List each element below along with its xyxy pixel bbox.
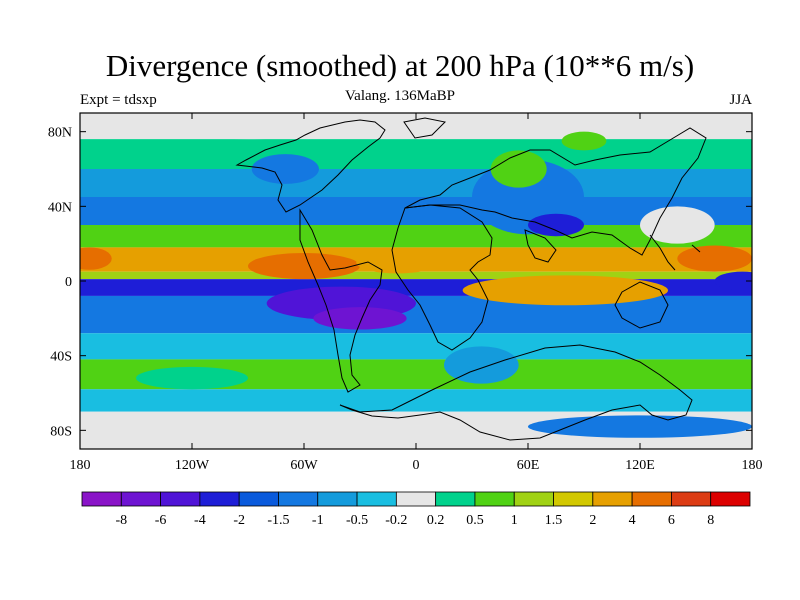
colorbar-swatch xyxy=(278,491,319,507)
colorbar-swatch xyxy=(671,491,712,507)
colorbar-swatch xyxy=(553,491,594,507)
coastline-eurasia xyxy=(404,127,707,256)
colorbar-label: -0.5 xyxy=(346,513,368,528)
field-cell xyxy=(313,307,407,330)
colorbar-swatch xyxy=(81,491,122,507)
colorbar-label: 6 xyxy=(668,513,675,528)
field-band xyxy=(80,389,752,412)
colorbar-swatch xyxy=(474,491,515,507)
plot-title: Divergence (smoothed) at 200 hPa (10**6 … xyxy=(105,48,695,83)
y-tick-label: 80S xyxy=(50,424,72,439)
colorbar-label: -2 xyxy=(233,513,245,528)
colorbar-label: 8 xyxy=(707,513,714,528)
coastline-islands-east xyxy=(649,234,701,271)
field-cell xyxy=(356,251,439,274)
axis-ticks: 180 120W 60W 0 60E 120E 180 80N 40N 0 40S 80S xyxy=(48,113,763,473)
field-band xyxy=(80,169,752,197)
field-cell xyxy=(251,154,319,184)
experiment-label: Expt = tdsxp xyxy=(80,92,157,108)
colorbar-swatch xyxy=(356,491,397,507)
field-cell xyxy=(677,245,752,272)
field-cell xyxy=(98,116,398,140)
colorbar-swatch xyxy=(710,491,751,507)
colorbar-swatch xyxy=(238,491,279,507)
coastline-australia xyxy=(614,281,669,329)
coastline-india xyxy=(524,229,557,263)
colorbar-label: 2 xyxy=(589,513,596,528)
field-band xyxy=(80,225,752,248)
colorbar: -8 -6 -4 -2 -1.5 -1 -0.5 -0.2 0.2 0.5 1 1.5 2 4 6 8 xyxy=(81,491,751,528)
colorbar-swatch xyxy=(317,491,358,507)
divergence-field xyxy=(80,113,752,449)
field-cell xyxy=(561,131,607,151)
coastline-antarctica xyxy=(339,344,693,441)
period-label: Valang. 136MaBP xyxy=(345,88,455,104)
x-tick-label: 120E xyxy=(625,458,655,473)
field-cell xyxy=(528,415,752,438)
y-tick-label: 80N xyxy=(48,126,72,141)
field-band xyxy=(80,139,752,169)
colorbar-label: 4 xyxy=(629,513,636,528)
colorbar-label: -8 xyxy=(115,513,127,528)
field-band xyxy=(80,271,752,280)
x-tick-label: 120W xyxy=(175,458,210,473)
colorbar-swatch xyxy=(160,491,201,507)
colorbar-swatch xyxy=(120,491,161,507)
field-cell xyxy=(80,247,112,270)
field-band xyxy=(80,333,752,360)
colorbar-label: -4 xyxy=(194,513,206,528)
y-tick-label: 0 xyxy=(65,275,72,290)
y-tick-label: 40S xyxy=(50,350,72,365)
field-band xyxy=(80,295,752,334)
x-tick-label: 0 xyxy=(413,458,420,473)
coastline-africa xyxy=(391,204,493,351)
colorbar-label: 1 xyxy=(511,513,518,528)
field-cell xyxy=(490,150,547,188)
field-cell xyxy=(136,366,248,390)
coastline-north-america xyxy=(235,119,386,213)
colorbar-label: -1.5 xyxy=(267,513,289,528)
x-tick-label: 60E xyxy=(517,458,540,473)
field-cell xyxy=(248,253,360,280)
colorbar-label: -0.2 xyxy=(385,513,407,528)
coastline-south-america xyxy=(299,208,383,393)
field-cell xyxy=(462,275,668,306)
coastline-greenland xyxy=(403,117,447,139)
field-cell xyxy=(640,206,715,244)
y-tick-label: 40N xyxy=(48,200,72,215)
colorbar-swatch xyxy=(199,491,240,507)
colorbar-swatch xyxy=(631,491,672,507)
colorbar-swatch xyxy=(592,491,633,507)
field-cell xyxy=(528,213,584,237)
colorbar-label: 0.2 xyxy=(427,513,445,528)
colorbar-swatch xyxy=(435,491,476,507)
colorbar-label: -1 xyxy=(312,513,324,528)
colorbar-label: -6 xyxy=(155,513,167,528)
colorbar-label: 1.5 xyxy=(545,513,563,528)
x-tick-label: 180 xyxy=(70,458,91,473)
colorbar-swatch xyxy=(395,491,437,507)
field-cell xyxy=(444,346,519,384)
x-tick-label: 180 xyxy=(742,458,763,473)
colorbar-swatch xyxy=(513,491,554,507)
colorbar-label: 0.5 xyxy=(466,513,484,528)
coastlines xyxy=(235,117,707,441)
season-label: JJA xyxy=(729,92,752,108)
x-tick-label: 60W xyxy=(290,458,318,473)
field-cell xyxy=(714,271,752,291)
